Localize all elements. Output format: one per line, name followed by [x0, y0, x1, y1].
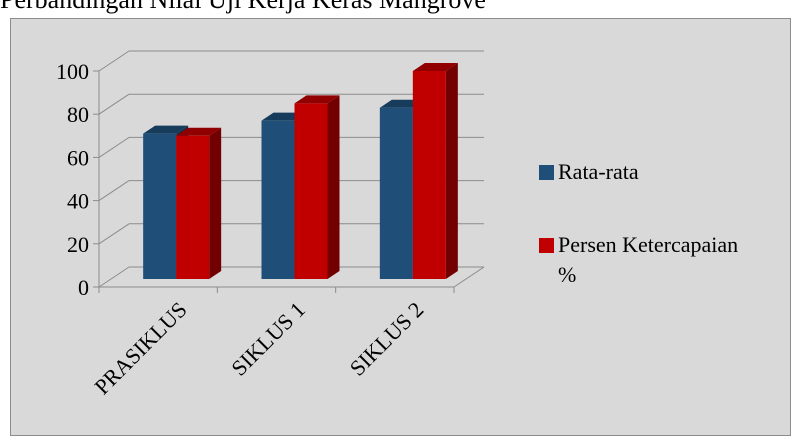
bar-persen-ketercapaian--0: [176, 127, 222, 279]
gridline-diagonal: [98, 223, 130, 245]
legend-label: Rata-rata: [558, 159, 639, 184]
y-tick-label: 100: [56, 59, 89, 84]
figure-caption: Perbandingan Nilai Uji Kerja Keras Mangr…: [0, 0, 797, 19]
y-tick-label: 0: [78, 275, 89, 300]
legend-swatch: [539, 165, 554, 180]
gridline-diagonal: [98, 266, 130, 288]
floor-right-edge: [453, 266, 485, 288]
chart-area: 0 20 40 60 80 100 PRASIKLUS SIKLUS 1 SIKLUS 2 Rat…: [10, 18, 791, 436]
y-tick-label: 40: [67, 189, 89, 214]
legend-label: Persen Ketercapaian%: [558, 232, 738, 287]
legend-swatch: [539, 238, 554, 253]
gridline-diagonal: [98, 136, 130, 158]
bar-persen-ketercapaian--1: [294, 95, 340, 280]
gridline-diagonal: [98, 93, 130, 115]
y-tick-label: 20: [67, 232, 89, 257]
gridline-diagonal: [98, 50, 130, 72]
y-tick-label: 60: [67, 145, 89, 170]
x-tick-label: PRASIKLUS: [89, 297, 191, 399]
bar-chart: 0 20 40 60 80 100 PRASIKLUS SIKLUS 1 SIKLUS 2 Rat…: [56, 50, 738, 399]
gridline-diagonal: [98, 180, 130, 202]
x-tick-label: SIKLUS 1: [226, 297, 310, 381]
bar-persen-ketercapaian--2: [412, 63, 458, 279]
x-tick-label: SIKLUS 2: [345, 297, 429, 381]
y-tick-label: 80: [67, 102, 89, 127]
